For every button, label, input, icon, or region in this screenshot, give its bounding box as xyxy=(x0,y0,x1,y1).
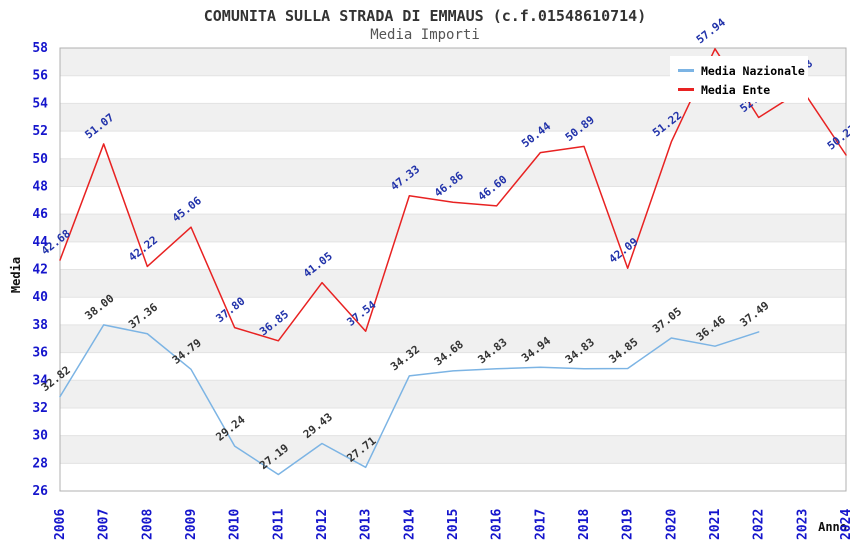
plot-band xyxy=(60,103,846,132)
chart-subtitle: Media Importi xyxy=(370,27,480,43)
y-tick-label: 34 xyxy=(32,373,48,388)
x-tick-label: 2024 xyxy=(839,509,850,540)
x-axis-title: Anno xyxy=(818,520,847,534)
y-tick-label: 50 xyxy=(32,152,48,167)
y-tick-label: 48 xyxy=(32,179,48,194)
chart-title: COMUNITA SULLA STRADA DI EMMAUS (c.f.015… xyxy=(203,7,647,25)
plot-band xyxy=(60,463,846,491)
x-tick-label: 2011 xyxy=(271,509,286,540)
x-tick-label: 2020 xyxy=(664,509,679,540)
data-label: 57.94 xyxy=(694,16,728,47)
series-line-media-nazionale xyxy=(59,324,760,476)
legend-item-media-ente: Media Ente xyxy=(678,80,808,99)
x-tick-label: 2010 xyxy=(228,509,243,540)
x-tick-label: 2014 xyxy=(402,509,417,540)
plot-band xyxy=(60,352,846,381)
y-tick-label: 36 xyxy=(32,346,48,361)
plot-band xyxy=(60,269,846,298)
y-tick-label: 56 xyxy=(32,69,48,84)
plot-band xyxy=(60,158,846,187)
legend-label: Media Nazionale xyxy=(701,63,805,78)
legend-item-media-nazionale: Media Nazionale xyxy=(678,61,808,80)
plot-band xyxy=(60,407,846,436)
y-tick-label: 46 xyxy=(32,207,48,222)
legend-swatch-nazionale-icon xyxy=(678,69,694,72)
x-tick-label: 2021 xyxy=(708,509,723,540)
x-tick-label: 2006 xyxy=(53,509,68,540)
y-tick-label: 52 xyxy=(32,124,48,139)
x-tick-label: 2015 xyxy=(446,509,461,540)
y-tick-label: 54 xyxy=(32,96,48,111)
plot-band xyxy=(60,297,846,325)
y-tick-label: 42 xyxy=(32,263,48,278)
legend-swatch-ente-icon xyxy=(678,88,694,91)
plot-band xyxy=(60,241,846,270)
y-tick-label: 58 xyxy=(32,41,48,56)
plot-band xyxy=(60,324,846,353)
chart-legend: Media Nazionale Media Ente xyxy=(670,56,808,102)
x-tick-label: 2017 xyxy=(533,509,548,540)
plot-band xyxy=(60,380,846,408)
x-tick-label: 2016 xyxy=(490,509,505,540)
x-tick-label: 2009 xyxy=(184,509,199,540)
y-tick-label: 28 xyxy=(32,456,48,471)
y-tick-label: 44 xyxy=(32,235,48,250)
x-tick-label: 2018 xyxy=(577,509,592,540)
x-tick-label: 2023 xyxy=(795,509,810,540)
x-tick-label: 2012 xyxy=(315,509,330,540)
x-tick-label: 2019 xyxy=(621,509,636,540)
y-tick-label: 30 xyxy=(32,429,48,444)
x-tick-label: 2007 xyxy=(97,509,112,540)
plot-band xyxy=(60,435,846,464)
plot-band xyxy=(60,131,846,159)
x-tick-label: 2013 xyxy=(359,509,374,540)
y-tick-label: 38 xyxy=(32,318,48,333)
y-tick-label: 40 xyxy=(32,290,48,305)
x-tick-label: 2008 xyxy=(140,509,155,540)
y-tick-label: 32 xyxy=(32,401,48,416)
y-tick-label: 26 xyxy=(32,484,48,499)
plot-band xyxy=(60,186,846,215)
x-tick-label: 2022 xyxy=(752,509,767,540)
legend-label: Media Ente xyxy=(701,82,771,97)
plot-border xyxy=(59,47,847,492)
series-line-media-ente xyxy=(59,48,847,342)
